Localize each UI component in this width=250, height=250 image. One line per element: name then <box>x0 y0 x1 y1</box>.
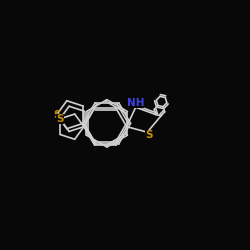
Text: NH: NH <box>127 98 144 108</box>
Text: S: S <box>145 130 153 140</box>
Text: S: S <box>56 114 64 124</box>
Text: S: S <box>53 110 60 120</box>
